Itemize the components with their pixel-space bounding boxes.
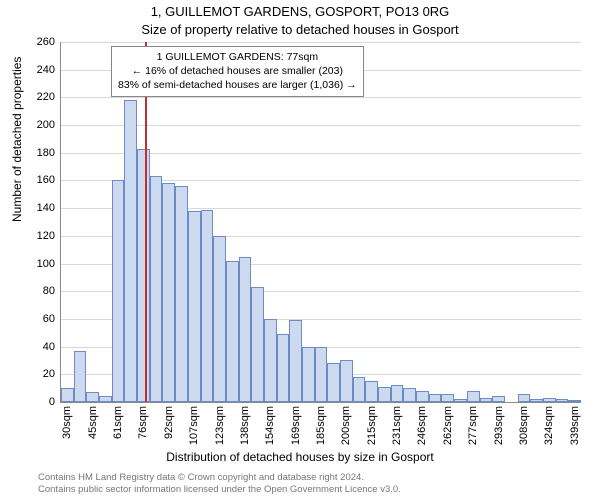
x-tick-label: 138sqm — [239, 406, 251, 445]
y-tick-label: 120 — [15, 230, 55, 242]
y-tick-label: 100 — [15, 258, 55, 270]
histogram-bar — [416, 391, 429, 402]
histogram-bar — [454, 399, 467, 402]
y-tick-label: 40 — [15, 341, 55, 353]
plot-area: 02040608010012014016018020022024026030sq… — [60, 42, 581, 403]
annotation-line: 83% of semi-detached houses are larger (… — [118, 78, 357, 92]
x-tick-label: 123sqm — [214, 406, 226, 445]
histogram-chart: 02040608010012014016018020022024026030sq… — [60, 42, 580, 402]
chart-title: 1, GUILLEMOT GARDENS, GOSPORT, PO13 0RG — [0, 4, 600, 19]
histogram-bar — [467, 391, 480, 402]
histogram-bar — [327, 363, 340, 402]
x-tick-label: 277sqm — [467, 406, 479, 445]
footer-attribution: Contains HM Land Registry data © Crown c… — [38, 472, 401, 496]
histogram-bar — [277, 334, 290, 402]
histogram-bar — [289, 320, 302, 402]
histogram-bar — [251, 287, 264, 402]
x-tick-label: 339sqm — [569, 406, 581, 445]
histogram-bar — [568, 400, 581, 402]
x-tick-label: 200sqm — [340, 406, 352, 445]
histogram-bar — [353, 377, 366, 402]
histogram-bar — [543, 398, 556, 402]
x-tick-label: 107sqm — [188, 406, 200, 445]
x-tick-label: 308sqm — [518, 406, 530, 445]
histogram-bar — [403, 388, 416, 402]
histogram-bar — [112, 180, 125, 402]
y-tick-label: 260 — [15, 36, 55, 48]
x-tick-label: 61sqm — [112, 406, 124, 439]
histogram-bar — [429, 394, 442, 402]
y-tick-label: 160 — [15, 174, 55, 186]
y-tick-label: 140 — [15, 202, 55, 214]
y-tick-label: 60 — [15, 313, 55, 325]
histogram-bar — [175, 186, 188, 402]
chart-container: 1, GUILLEMOT GARDENS, GOSPORT, PO13 0RG … — [0, 0, 600, 500]
chart-subtitle: Size of property relative to detached ho… — [0, 22, 600, 37]
histogram-bar — [86, 392, 99, 402]
x-tick-label: 92sqm — [163, 406, 175, 439]
x-tick-label: 185sqm — [315, 406, 327, 445]
histogram-bar — [124, 100, 137, 402]
x-tick-label: 154sqm — [264, 406, 276, 445]
histogram-bar — [201, 210, 214, 402]
x-tick-label: 246sqm — [416, 406, 428, 445]
histogram-bar — [391, 385, 404, 402]
histogram-bar — [378, 387, 391, 402]
histogram-bar — [530, 399, 543, 402]
gridline — [61, 97, 581, 98]
x-tick-label: 76sqm — [137, 406, 149, 439]
histogram-bar — [99, 396, 112, 402]
histogram-bar — [264, 319, 277, 402]
x-tick-label: 262sqm — [442, 406, 454, 445]
x-tick-label: 45sqm — [87, 406, 99, 439]
histogram-bar — [137, 149, 150, 402]
histogram-bar — [162, 183, 175, 402]
y-tick-label: 240 — [15, 64, 55, 76]
x-tick-label: 324sqm — [543, 406, 555, 445]
histogram-bar — [226, 261, 239, 402]
footer-line: Contains HM Land Registry data © Crown c… — [38, 472, 401, 484]
y-tick-label: 180 — [15, 147, 55, 159]
x-tick-label: 293sqm — [493, 406, 505, 445]
histogram-bar — [518, 394, 531, 402]
histogram-bar — [239, 257, 252, 402]
histogram-bar — [61, 388, 74, 402]
histogram-bar — [302, 347, 315, 402]
histogram-bar — [74, 351, 87, 402]
y-tick-label: 220 — [15, 91, 55, 103]
x-tick-label: 231sqm — [391, 406, 403, 445]
histogram-bar — [480, 398, 493, 402]
x-axis-title: Distribution of detached houses by size … — [0, 450, 600, 464]
gridline — [61, 125, 581, 126]
gridline — [61, 42, 581, 43]
histogram-bar — [441, 394, 454, 402]
y-tick-label: 200 — [15, 119, 55, 131]
histogram-bar — [340, 360, 353, 402]
annotation-box: 1 GUILLEMOT GARDENS: 77sqm← 16% of detac… — [111, 46, 364, 97]
y-tick-label: 80 — [15, 285, 55, 297]
x-tick-label: 215sqm — [366, 406, 378, 445]
histogram-bar — [150, 176, 163, 402]
y-tick-label: 20 — [15, 368, 55, 380]
histogram-bar — [213, 236, 226, 402]
annotation-line: 1 GUILLEMOT GARDENS: 77sqm — [118, 50, 357, 64]
x-tick-label: 169sqm — [290, 406, 302, 445]
y-tick-label: 0 — [15, 396, 55, 408]
histogram-bar — [315, 347, 328, 402]
x-tick-label: 30sqm — [61, 406, 73, 439]
y-axis-title: Number of detached properties — [10, 57, 24, 222]
histogram-bar — [556, 399, 569, 402]
histogram-bar — [492, 396, 505, 402]
histogram-bar — [188, 211, 201, 402]
footer-line: Contains public sector information licen… — [38, 484, 401, 496]
annotation-line: ← 16% of detached houses are smaller (20… — [118, 64, 357, 78]
histogram-bar — [365, 381, 378, 402]
